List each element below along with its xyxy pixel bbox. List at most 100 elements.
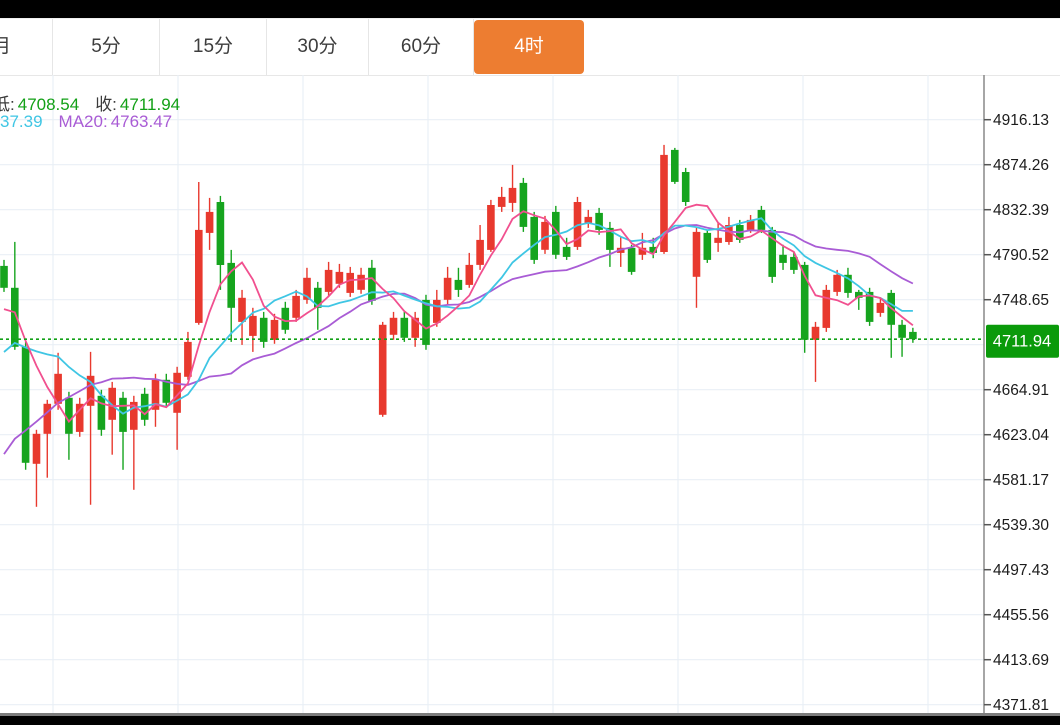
candle-body [562, 246, 571, 257]
ma5-line [3, 203, 914, 424]
candle-body [281, 307, 290, 330]
candle-body [21, 346, 30, 463]
candle-body [725, 225, 733, 242]
candle-body [411, 317, 419, 338]
tab-4hour-active[interactable]: 4时 [474, 20, 584, 74]
chart-bottom-border [0, 713, 1060, 716]
candle-body [844, 274, 852, 293]
candle-body [357, 274, 365, 290]
candle-body [714, 237, 722, 243]
candle-body [173, 372, 181, 413]
ma20-value: 4763.47 [110, 112, 173, 131]
candle-body [130, 401, 138, 430]
candle-body [703, 232, 712, 260]
candle-body [811, 326, 820, 340]
ma10-value-fragment: 37.39 [0, 112, 43, 131]
candle-body [270, 319, 279, 340]
candle-body [660, 154, 668, 252]
candle-body [32, 433, 41, 464]
timeframe-tab-bar: 月 5分 15分 30分 60分 4时 [0, 18, 1060, 76]
ohlc-readout: 低: 4708.54 收: 4711.94 [0, 90, 196, 115]
low-label: 低: [0, 95, 15, 114]
candle-body [97, 395, 106, 430]
candle-body [497, 196, 506, 207]
candle-body [584, 216, 593, 223]
candle-body [43, 403, 52, 434]
tab-30min[interactable]: 30分 [267, 19, 369, 75]
price-badge [986, 324, 1059, 358]
candle-body [649, 246, 657, 253]
y-axis-label: 4916.13 [993, 112, 1049, 129]
candle-body [227, 262, 235, 308]
y-axis-label: 4664.91 [993, 382, 1049, 399]
candle-body [75, 403, 84, 432]
y-axis-label: 4623.04 [993, 427, 1049, 444]
candle-body [249, 315, 257, 336]
candle-body [833, 274, 841, 292]
candle-body [541, 221, 549, 250]
candle-body [0, 265, 8, 288]
close-value: 4711.94 [119, 95, 181, 114]
y-axis-label: 4497.43 [993, 562, 1049, 579]
candle-body [454, 279, 463, 290]
y-axis-label: 4455.56 [993, 607, 1049, 624]
candle-body [292, 295, 300, 318]
y-axis-label: 4413.69 [993, 652, 1049, 669]
candle-body [876, 302, 885, 313]
candle-body [238, 297, 246, 322]
tab-15min[interactable]: 15分 [160, 19, 267, 75]
candle-body [508, 187, 517, 203]
candle-body [346, 272, 354, 293]
candle-body [389, 317, 398, 335]
candle-body [757, 209, 766, 230]
candle-body [790, 256, 798, 270]
candle-body [681, 172, 690, 202]
candle-body [303, 277, 311, 300]
candle-body [552, 211, 560, 255]
candle-body [162, 379, 171, 403]
candle-body [259, 317, 268, 342]
candle-body [606, 227, 614, 250]
candle-body [898, 324, 906, 338]
candle-body [422, 299, 430, 345]
candle-body [779, 254, 787, 263]
candle-body [519, 182, 528, 227]
candle-body [768, 229, 776, 277]
price-badge-value: 4711.94 [993, 333, 1051, 351]
tab-month[interactable]: 月 [0, 19, 53, 75]
tab-60min[interactable]: 60分 [369, 19, 474, 75]
candle-body [216, 202, 225, 265]
candle-body [627, 247, 636, 272]
candle-body [855, 291, 863, 298]
candle-body [400, 317, 409, 338]
candle-body [476, 239, 484, 265]
candle-body [487, 205, 495, 250]
candle-body [324, 269, 333, 292]
candle-body [671, 149, 679, 182]
top-black-bar [0, 0, 1060, 18]
tab-5min[interactable]: 5分 [53, 19, 160, 75]
candle-body [465, 264, 474, 285]
bottom-black-bar [0, 716, 1060, 725]
close-label: 收: [95, 95, 117, 114]
y-axis-label: 4874.26 [993, 157, 1049, 174]
candle-body [86, 375, 95, 406]
candle-body [54, 373, 62, 404]
candle-body [378, 324, 387, 415]
candle-body [368, 267, 376, 301]
ma20-label: MA20: [58, 112, 108, 131]
candle-body [195, 229, 203, 323]
candle-body [595, 212, 603, 230]
candle-body [692, 231, 701, 277]
y-axis-label: 4539.30 [993, 517, 1049, 534]
ma10-line [3, 217, 913, 415]
candle-body [865, 291, 874, 322]
candle-body [184, 341, 192, 377]
candle-body [746, 219, 755, 230]
candle-body [205, 211, 214, 233]
y-axis-label: 4581.17 [993, 472, 1049, 489]
y-axis-label: 4832.39 [993, 202, 1049, 219]
